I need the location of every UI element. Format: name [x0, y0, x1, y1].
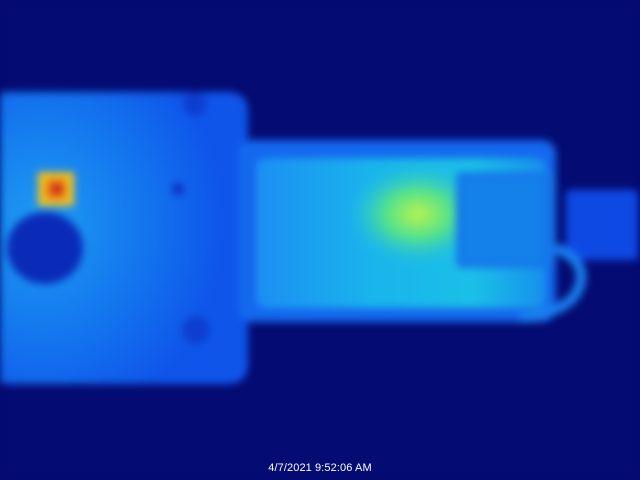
hotspot-core — [52, 184, 62, 194]
screw-hole-mid — [172, 183, 184, 195]
right-connector — [566, 190, 638, 260]
mounting-plate — [0, 92, 248, 384]
cable — [519, 243, 587, 323]
plate-hole — [7, 212, 83, 284]
hot-zone — [346, 162, 490, 266]
tube-end-cap-face — [462, 178, 542, 262]
screw-hole-bottom — [182, 316, 210, 344]
screw-hole-top — [183, 92, 207, 116]
timestamp-overlay: 4/7/2021 9:52:06 AM — [268, 462, 372, 474]
